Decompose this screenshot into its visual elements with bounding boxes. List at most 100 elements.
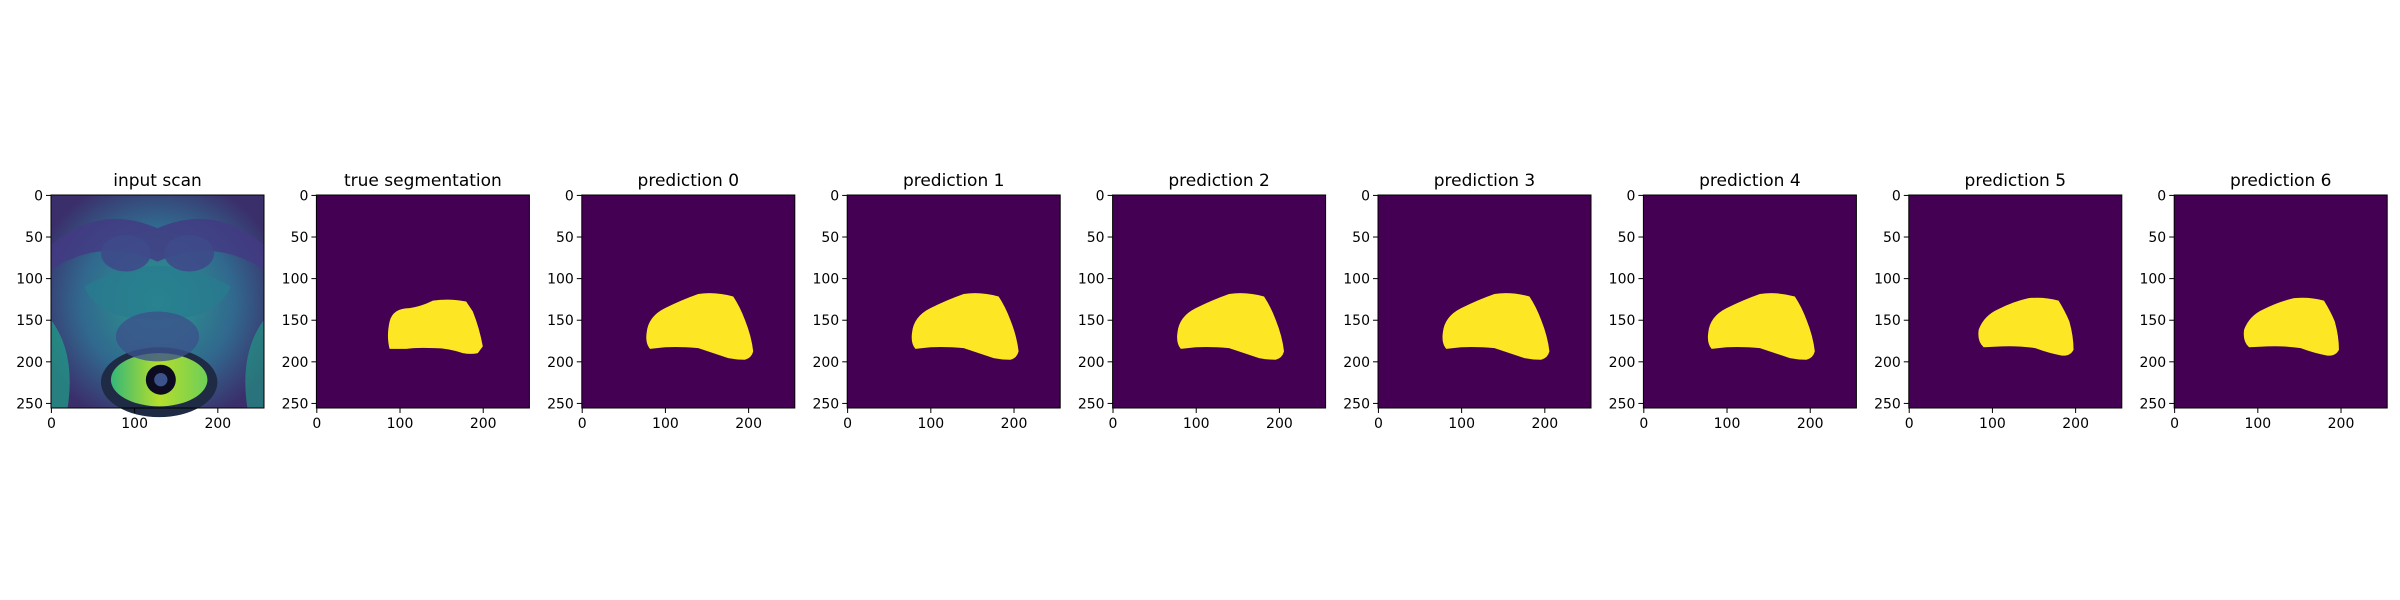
y-tick-label: 250 <box>812 396 839 412</box>
y-tick-label: 250 <box>1078 396 1105 412</box>
panel-title: prediction 0 <box>638 171 740 191</box>
panel-prediction-1: prediction 1 0 100 200 0 50 100 150 200 250 <box>812 171 1061 432</box>
mask-region <box>1442 293 1550 360</box>
x-tick-label: 0 <box>1639 416 1648 432</box>
x-tick-label: 0 <box>2170 416 2179 432</box>
mri-scan-image <box>51 195 264 418</box>
y-tick-label: 100 <box>547 272 574 288</box>
panel-title: prediction 6 <box>2230 171 2332 191</box>
panel-prediction-0: prediction 0 0 100 200 0 50 100 150 200 250 <box>547 171 796 432</box>
y-tick-label: 0 <box>1892 188 1901 204</box>
panel-prediction-4: prediction 4 0 100 200 0 50 100 150 200 250 <box>1609 171 1857 432</box>
mask-region <box>911 293 1019 360</box>
y-tick-label: 250 <box>16 396 43 412</box>
y-tick-label: 200 <box>282 355 309 371</box>
y-tick-label: 200 <box>1078 355 1105 371</box>
panel-input-scan: input scan 0 100 200 0 50 100 150 200 250 <box>16 171 265 432</box>
x-tick-label: 100 <box>917 416 944 432</box>
panel-title: prediction 3 <box>1434 171 1536 191</box>
y-tick-label: 150 <box>16 313 43 329</box>
y-tick-label: 200 <box>1343 355 1370 371</box>
y-tick-label: 0 <box>1361 188 1370 204</box>
y-tick-label: 150 <box>282 313 309 329</box>
x-tick-label: 100 <box>1183 416 1210 432</box>
segmentation-mask-image <box>316 195 530 408</box>
y-tick-label: 100 <box>1874 272 1901 288</box>
panel-prediction-3: prediction 3 0 100 200 0 50 100 150 200 250 <box>1343 171 1592 432</box>
panel-title: prediction 4 <box>1699 171 1801 191</box>
axes-frame <box>1908 194 2123 409</box>
y-tick-label: 0 <box>830 188 839 204</box>
y-tick-label: 100 <box>1078 272 1105 288</box>
axes-frame <box>315 194 530 409</box>
panel-prediction-6: prediction 6 0 100 200 0 50 100 150 200 250 <box>2139 171 2388 432</box>
x-tick-label: 200 <box>735 416 762 432</box>
x-tick-label: 200 <box>1531 416 1558 432</box>
y-tick-label: 100 <box>812 272 839 288</box>
mask-region <box>2243 297 2339 356</box>
y-tick-label: 100 <box>282 272 309 288</box>
y-tick-label: 200 <box>16 355 43 371</box>
y-tick-label: 50 <box>1087 230 1105 246</box>
y-tick-label: 0 <box>299 188 308 204</box>
panel-prediction-5: prediction 5 0 100 200 0 50 100 150 200 250 <box>1874 171 2123 432</box>
x-tick-label: 100 <box>1448 416 1475 432</box>
x-tick-label: 200 <box>1797 416 1824 432</box>
x-tick-label: 100 <box>387 416 414 432</box>
y-tick-label: 200 <box>1874 355 1901 371</box>
y-tick-label: 250 <box>1343 396 1370 412</box>
y-tick-label: 50 <box>1618 230 1636 246</box>
y-tick-label: 50 <box>556 230 574 246</box>
axes-frame <box>846 194 1061 409</box>
y-tick-label: 200 <box>1609 355 1636 371</box>
y-tick-label: 250 <box>1609 396 1636 412</box>
x-tick-label: 100 <box>2244 416 2271 432</box>
y-tick-label: 150 <box>1343 313 1370 329</box>
x-tick-label: 200 <box>204 416 231 432</box>
mask-region <box>646 293 754 360</box>
x-tick-label: 200 <box>470 416 497 432</box>
x-tick-label: 100 <box>652 416 679 432</box>
y-tick-label: 250 <box>282 396 309 412</box>
x-tick-label: 0 <box>1374 416 1383 432</box>
x-tick-label: 200 <box>1001 416 1028 432</box>
panel-true-segmentation: true segmentation 0 100 200 0 50 100 150 200 250 <box>282 171 530 432</box>
y-tick-label: 0 <box>565 188 574 204</box>
y-tick-label: 100 <box>1609 272 1636 288</box>
segmentation-mask-image <box>1643 195 1857 408</box>
y-tick-label: 150 <box>1609 313 1636 329</box>
segmentation-mask-image <box>1908 195 2122 408</box>
y-tick-label: 100 <box>16 272 43 288</box>
y-tick-label: 50 <box>821 230 839 246</box>
segmentation-mask-image <box>581 195 795 408</box>
y-tick-label: 150 <box>1874 313 1901 329</box>
x-tick-label: 0 <box>843 416 852 432</box>
y-tick-label: 50 <box>1352 230 1370 246</box>
mask-region <box>387 299 483 354</box>
axes-frame <box>1112 194 1327 409</box>
x-tick-label: 200 <box>1266 416 1293 432</box>
y-tick-label: 100 <box>1343 272 1370 288</box>
axes-frame <box>1377 194 1592 409</box>
panel-title: prediction 2 <box>1168 171 1270 191</box>
y-tick-label: 0 <box>1096 188 1105 204</box>
mask-region <box>1978 297 2074 356</box>
panel-prediction-2: prediction 2 0 100 200 0 50 100 150 200 250 <box>1078 171 1327 432</box>
segmentation-mask-image <box>847 195 1061 408</box>
x-tick-label: 100 <box>121 416 148 432</box>
y-tick-label: 250 <box>547 396 574 412</box>
axes-frame <box>2173 194 2388 409</box>
y-tick-label: 250 <box>1874 396 1901 412</box>
y-tick-label: 200 <box>547 355 574 371</box>
x-tick-label: 0 <box>312 416 321 432</box>
x-tick-label: 0 <box>578 416 587 432</box>
x-tick-label: 0 <box>1109 416 1118 432</box>
panel-title: prediction 1 <box>903 171 1005 191</box>
segmentation-mask-image <box>1112 195 1326 408</box>
x-tick-label: 100 <box>1979 416 2006 432</box>
y-tick-label: 150 <box>1078 313 1105 329</box>
mask-region <box>1177 293 1284 360</box>
x-tick-label: 100 <box>1714 416 1741 432</box>
y-tick-label: 150 <box>2139 313 2166 329</box>
y-tick-label: 0 <box>2157 188 2166 204</box>
